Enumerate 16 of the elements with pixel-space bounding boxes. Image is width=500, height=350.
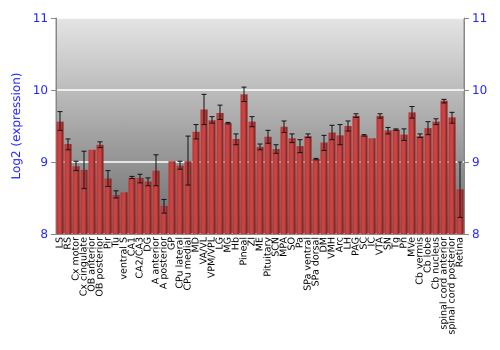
y2-tick-label: 9 — [472, 155, 480, 169]
y2-tick-label: 8 — [472, 227, 480, 241]
y-tick-label: 11 — [32, 11, 48, 25]
x-tick-label: Retina — [454, 237, 466, 268]
x-tick-label: spinal cord posterior — [446, 236, 458, 335]
y-tick-label: 9 — [40, 155, 48, 169]
x-tick-label: A posterior — [158, 236, 170, 290]
y-tick-label: 8 — [40, 227, 48, 241]
y2-tick-label: 11 — [472, 11, 488, 25]
x-tick-label: Pituitary — [262, 236, 274, 277]
y2-tick-label: 10 — [472, 83, 488, 97]
x-tick-label: ME — [254, 237, 266, 252]
x-tick-label: OB posterior — [94, 236, 106, 297]
y-axis-title: Log2 (expression) — [8, 72, 23, 180]
x-tick-label: Tg — [390, 237, 402, 250]
y-tick-label: 10 — [32, 83, 48, 97]
